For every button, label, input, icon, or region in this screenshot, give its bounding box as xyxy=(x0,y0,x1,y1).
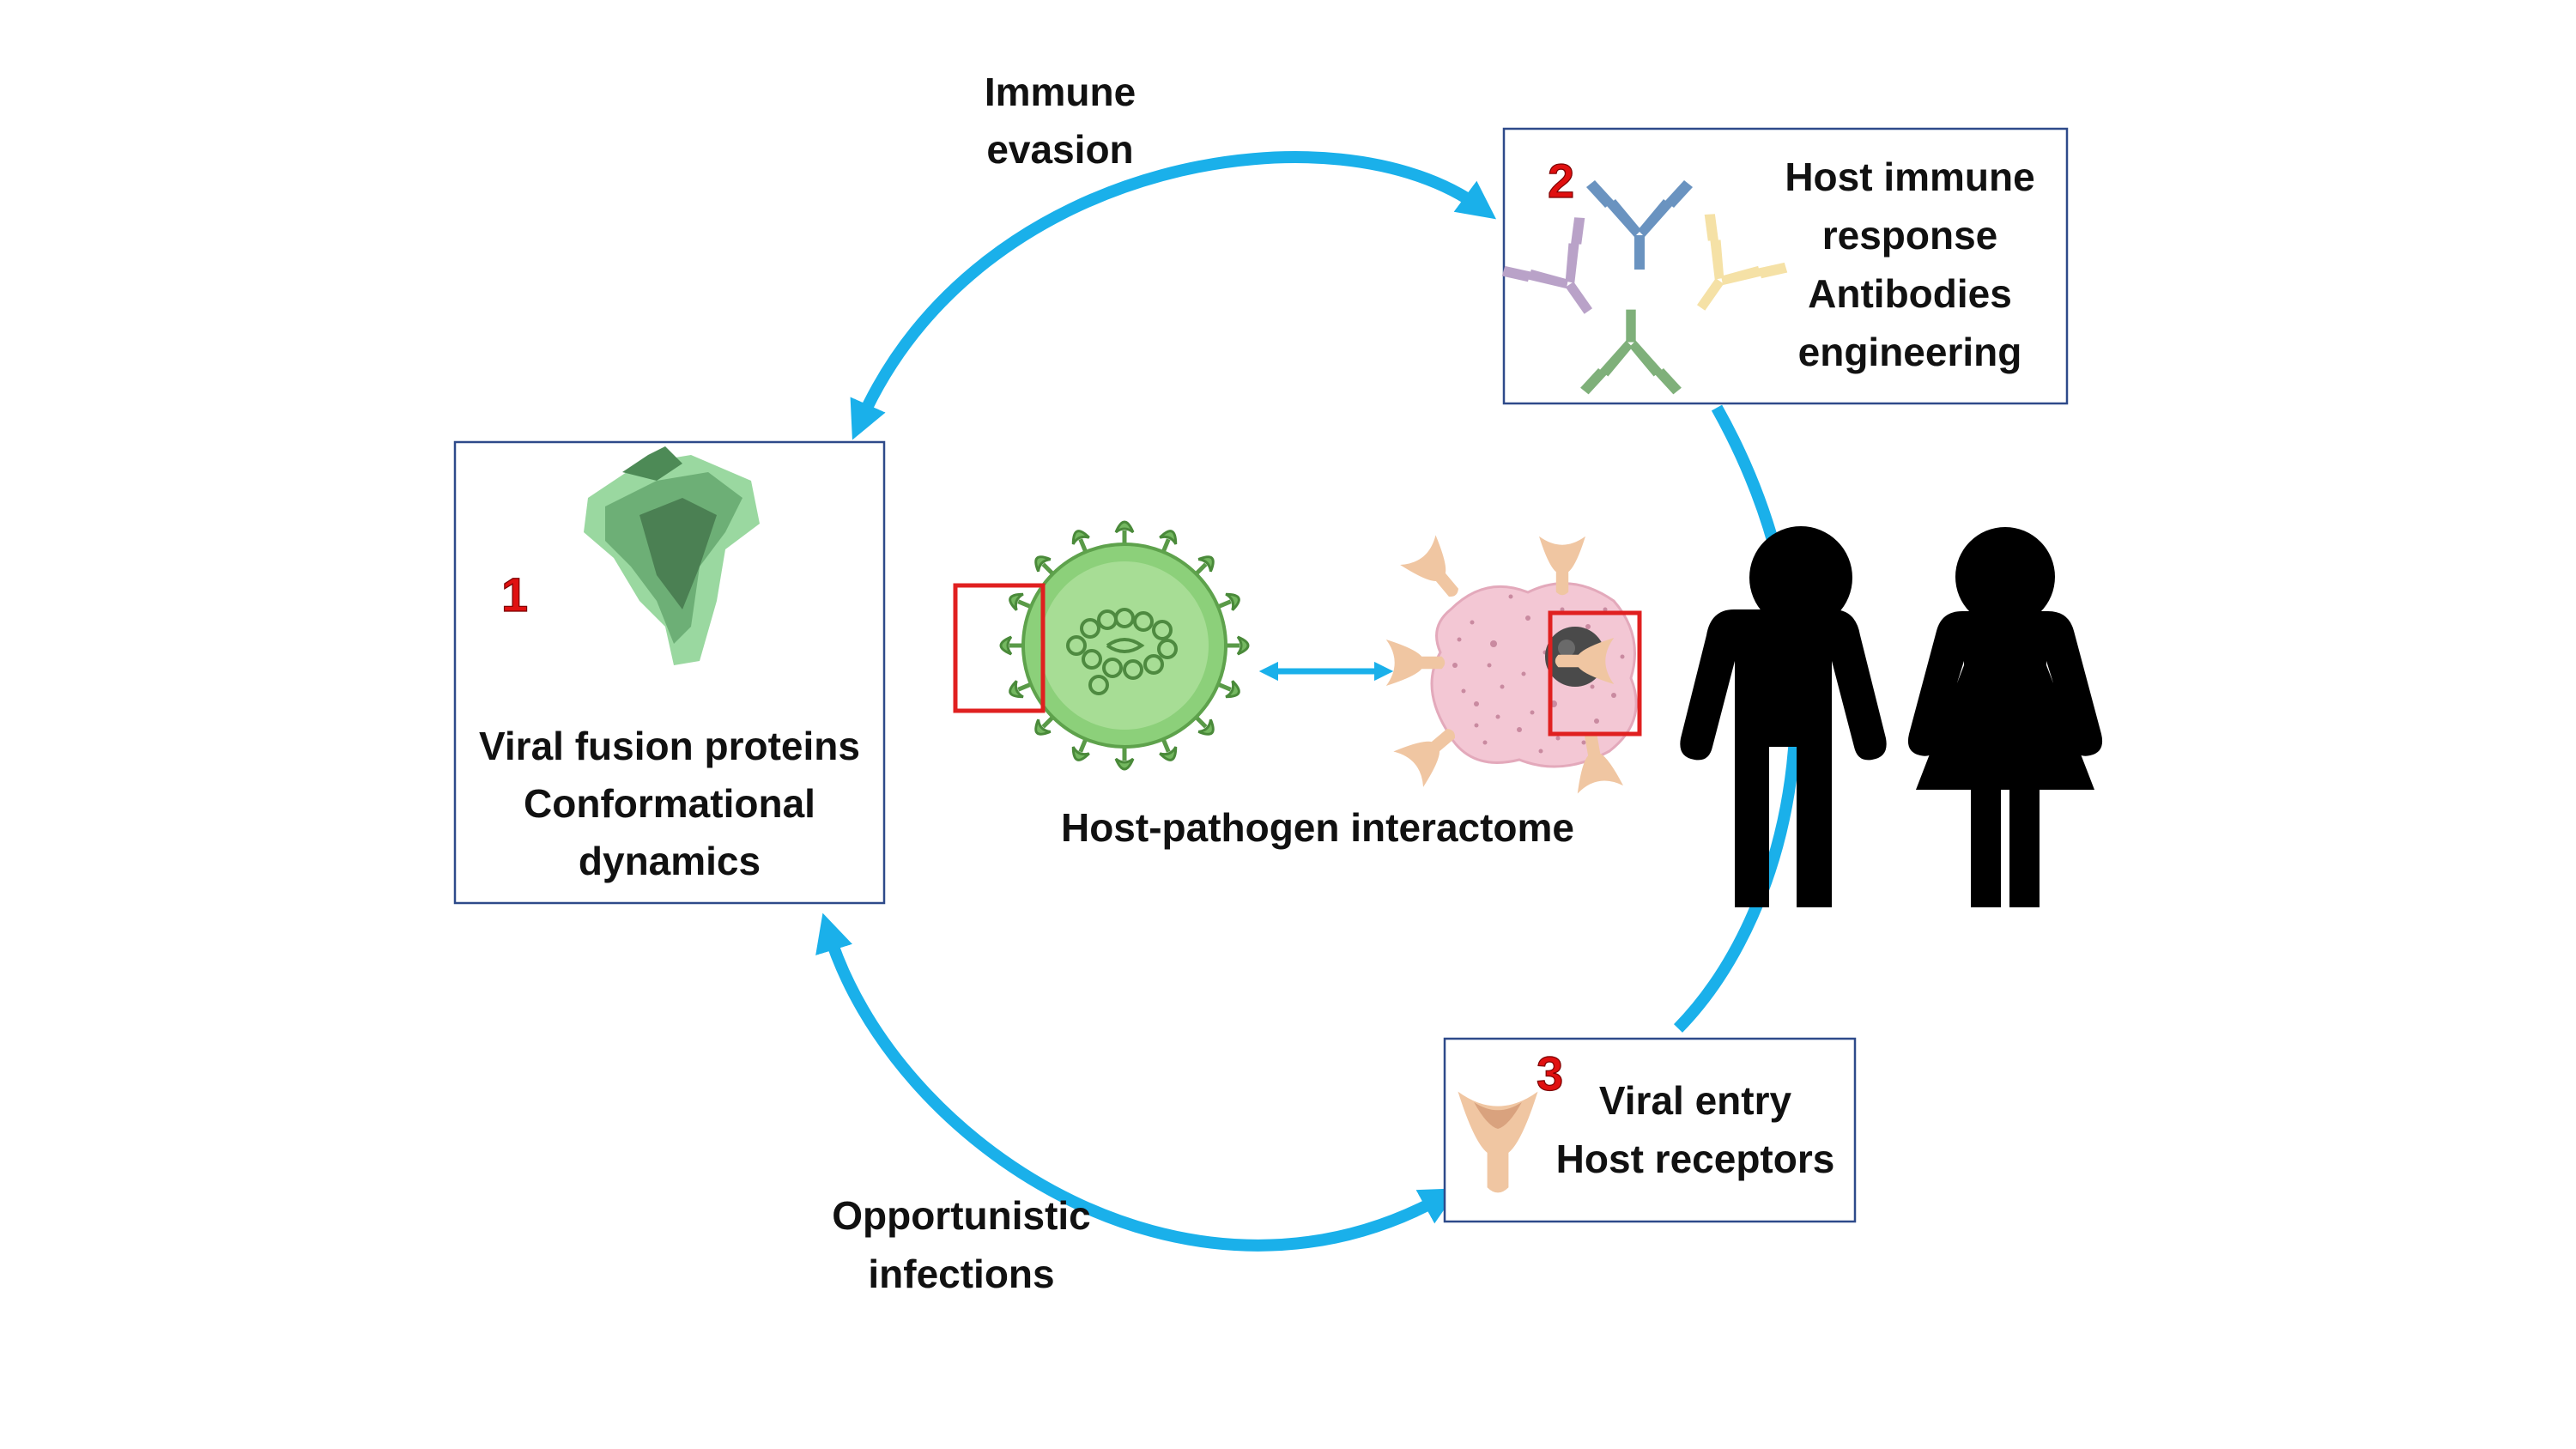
box2-label-line1: Host immune xyxy=(1785,155,2034,199)
virus-icon xyxy=(1001,522,1248,769)
box2-label-line2: response xyxy=(1822,213,1998,258)
opportunistic-label-line2: infections xyxy=(868,1252,1054,1296)
box3-label-line1: Viral entry xyxy=(1599,1078,1792,1123)
receptor-icon xyxy=(1458,1091,1538,1193)
box3-label-line2: Host receptors xyxy=(1556,1137,1835,1181)
woman-icon xyxy=(1907,527,2103,907)
interactome-label: Host-pathogen interactome xyxy=(1061,805,1574,850)
box1-label-line3: dynamics xyxy=(579,839,761,883)
host-cell-highlight-box xyxy=(1548,610,1642,737)
box1-number: 1 xyxy=(501,567,528,621)
man-icon xyxy=(1680,526,1887,907)
box2-number: 2 xyxy=(1548,154,1574,208)
spike-protein-icon xyxy=(584,446,760,665)
opportunistic-label-line1: Opportunistic xyxy=(832,1193,1091,1238)
immune-evasion-arrow xyxy=(850,151,1497,440)
immune-response-to-entry-arc xyxy=(1673,404,1803,1033)
box1-label-line2: Conformational xyxy=(524,781,815,826)
virus-highlight-box xyxy=(953,583,1046,713)
immune-evasion-label-line1: Immune xyxy=(985,70,1136,114)
immune-evasion-label-line2: evasion xyxy=(986,127,1133,172)
box3-number: 3 xyxy=(1537,1046,1563,1100)
box1-label-line1: Viral fusion proteins xyxy=(479,724,860,768)
box2-label-line3: Antibodies xyxy=(1808,271,2012,316)
box2-label-line4: engineering xyxy=(1798,330,2022,374)
opportunistic-infections-arrow xyxy=(815,912,1459,1252)
